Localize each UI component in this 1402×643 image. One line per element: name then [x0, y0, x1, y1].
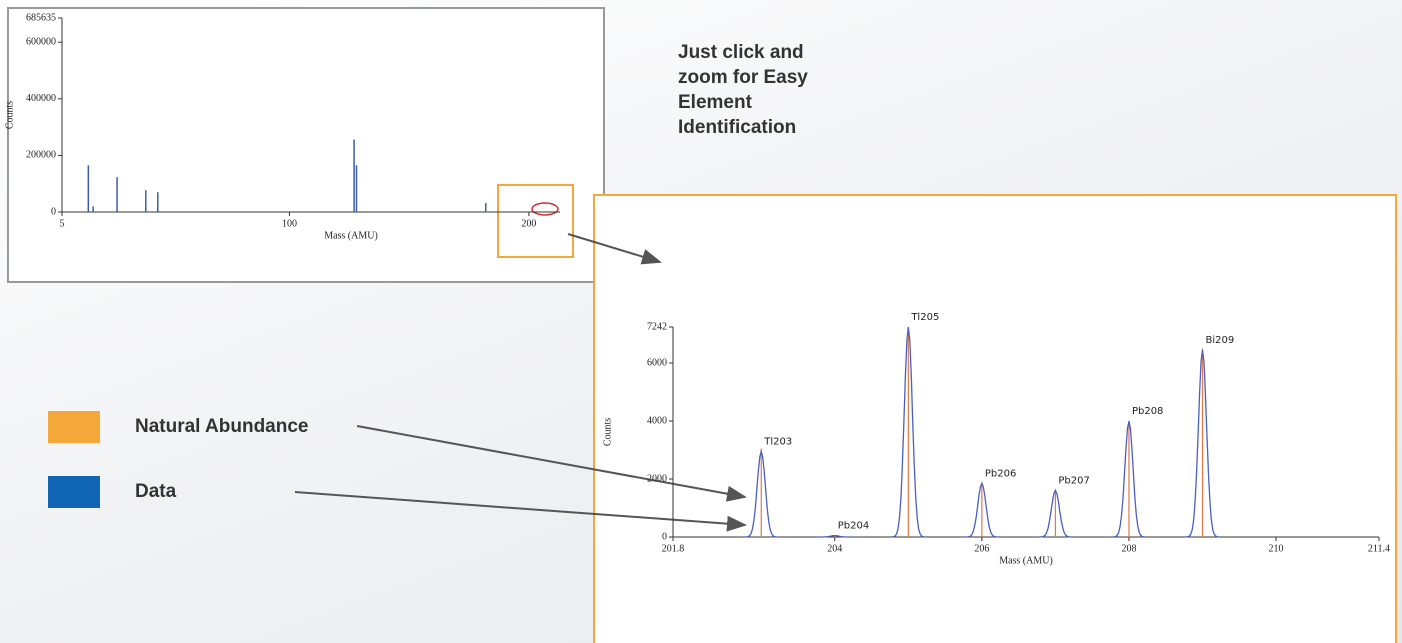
- data-peak: [817, 534, 853, 538]
- callout: Just click and zoom for Easy Element Ide…: [678, 42, 808, 138]
- peak-label: Pb208: [1132, 406, 1163, 417]
- zoom-region: [497, 184, 574, 258]
- zoom-frame: [593, 194, 1397, 643]
- y-tick-label: 2000: [647, 473, 667, 484]
- x-tick-label: 200: [521, 218, 536, 229]
- data-peak: [964, 481, 1000, 538]
- y-tick-label: 0: [662, 531, 667, 542]
- y-tick-label: 6000: [647, 357, 667, 368]
- y-tick-label: 0: [51, 206, 56, 217]
- data-peak: [1111, 420, 1147, 538]
- y-axis-label: Counts: [602, 418, 613, 446]
- x-axis-label: Mass (AMU): [324, 230, 378, 241]
- x-tick-label: 201.8: [662, 543, 685, 554]
- y-tick-label: 4000: [647, 415, 667, 426]
- y-tick-label: 600000: [26, 37, 56, 48]
- x-tick-label: 208: [1121, 543, 1136, 554]
- legend-label: Data: [135, 481, 177, 502]
- zoom-arrow: [567, 233, 662, 265]
- data-peak: [743, 448, 779, 538]
- peak-label: Tl203: [763, 436, 792, 447]
- legend-label: Natural Abundance: [135, 416, 309, 437]
- x-tick-label: 5: [60, 218, 65, 229]
- x-axis-label: Mass (AMU): [999, 555, 1053, 566]
- x-tick-label: 206: [974, 543, 989, 554]
- overview-frame: [7, 7, 605, 283]
- legend-arrow: [356, 425, 747, 502]
- y-axis-label: Counts: [4, 101, 15, 129]
- peak-label: Pb207: [1058, 476, 1089, 487]
- data-peak: [890, 326, 927, 538]
- highlight-ellipse: [531, 202, 559, 216]
- peak-label: Tl205: [910, 312, 939, 323]
- legend-swatch: [48, 411, 100, 443]
- data-peak: [1184, 349, 1221, 538]
- peak-label: Pb204: [838, 521, 869, 532]
- peak-label: Pb206: [985, 468, 1016, 479]
- x-tick-label: 211.4: [1368, 543, 1390, 554]
- y-tick-label: 685635: [26, 12, 56, 23]
- legend-arrow: [294, 491, 747, 532]
- x-tick-label: 204: [827, 543, 842, 554]
- data-peak: [1037, 489, 1074, 538]
- peak-label: Bi209: [1206, 335, 1235, 346]
- x-tick-label: 210: [1269, 543, 1284, 554]
- y-tick-label: 7242: [647, 321, 667, 332]
- y-tick-label: 400000: [26, 93, 56, 104]
- x-tick-label: 100: [282, 218, 297, 229]
- legend-swatch: [48, 476, 100, 508]
- y-tick-label: 200000: [26, 150, 56, 161]
